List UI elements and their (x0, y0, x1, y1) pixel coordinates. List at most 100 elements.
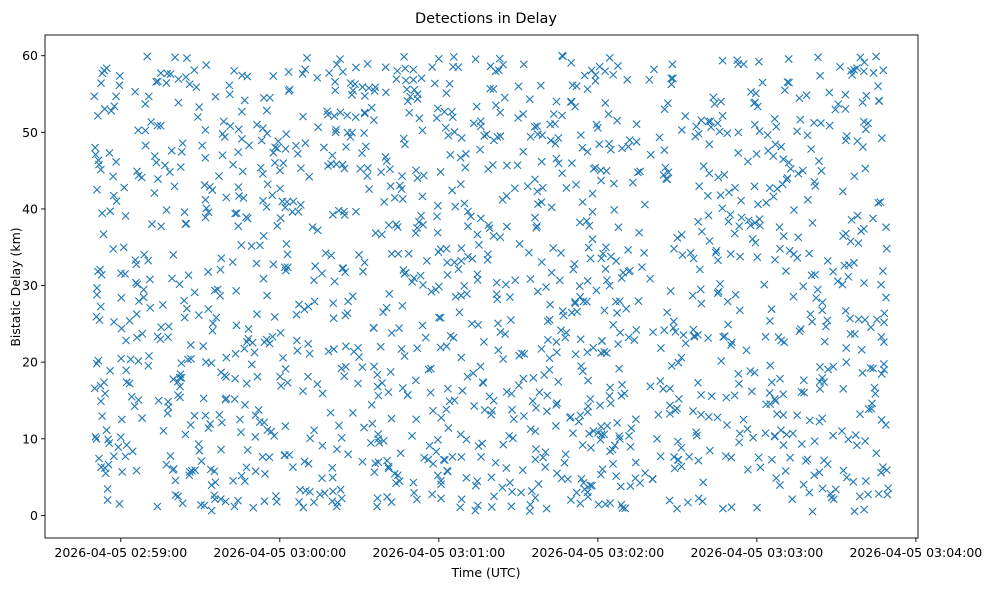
data-point-marker (221, 395, 230, 404)
data-point-marker (386, 182, 395, 191)
data-point-marker (199, 394, 208, 403)
data-point-marker (537, 157, 546, 166)
y-tick-label: 50 (22, 125, 38, 140)
data-point-marker (361, 142, 370, 151)
data-point-marker (578, 441, 587, 449)
data-point-marker (704, 334, 713, 342)
data-point-marker (250, 348, 259, 357)
data-point-marker (806, 310, 815, 319)
data-point-marker (611, 297, 620, 306)
data-point-marker (860, 58, 869, 67)
data-point-marker (833, 277, 842, 286)
data-point-marker (840, 261, 849, 270)
data-point-marker (413, 344, 422, 353)
data-point-marker (174, 98, 183, 107)
data-point-marker (375, 438, 384, 447)
data-point-marker (606, 145, 615, 154)
data-point-marker (276, 372, 285, 381)
data-point-marker (697, 410, 706, 419)
data-point-marker (727, 338, 736, 347)
data-point-marker (829, 431, 838, 440)
data-point-marker (655, 133, 664, 142)
data-point-marker (109, 317, 118, 326)
data-point-marker (169, 375, 178, 384)
data-point-marker (615, 432, 624, 441)
data-point-marker (401, 76, 410, 85)
data-point-marker (292, 310, 301, 319)
data-point-marker (175, 382, 184, 391)
data-point-marker (234, 222, 243, 231)
data-point-marker (443, 467, 452, 476)
data-point-marker (762, 400, 771, 409)
data-point-marker (695, 182, 704, 191)
data-point-marker (761, 429, 770, 438)
data-point-marker (496, 108, 505, 117)
data-point-marker (502, 387, 511, 396)
data-point-marker (601, 243, 610, 252)
data-point-marker (449, 62, 458, 71)
data-point-marker (92, 359, 101, 368)
data-point-marker (656, 452, 665, 461)
data-point-marker (390, 193, 399, 202)
data-point-marker (121, 452, 130, 461)
data-point-marker (144, 92, 153, 101)
data-point-marker (530, 175, 539, 184)
data-point-marker (823, 256, 832, 265)
data-point-marker (414, 217, 423, 226)
data-point-marker (735, 306, 744, 315)
data-point-marker (874, 198, 883, 207)
data-point-marker (262, 106, 271, 115)
data-point-marker (785, 78, 793, 87)
data-point-marker (864, 490, 873, 499)
data-point-marker (234, 125, 243, 134)
data-point-marker (204, 267, 213, 276)
data-point-marker (232, 321, 241, 330)
data-point-marker (270, 158, 279, 167)
data-point-marker (304, 339, 313, 348)
data-point-marker (321, 249, 330, 258)
data-point-marker (272, 497, 281, 506)
data-point-marker (144, 361, 153, 370)
data-point-marker (279, 353, 287, 362)
data-point-marker (626, 442, 635, 451)
data-point-marker (305, 349, 314, 358)
data-point-marker (779, 155, 788, 164)
data-point-marker (418, 321, 427, 330)
data-point-marker (509, 434, 517, 443)
data-point-marker (463, 252, 472, 261)
data-point-marker (109, 191, 118, 200)
data-point-marker (668, 60, 677, 69)
data-point-marker (625, 431, 634, 440)
data-point-marker (872, 449, 881, 458)
data-point-marker (591, 76, 600, 85)
data-point-marker (457, 453, 466, 461)
data-point-marker (862, 91, 871, 100)
data-point-marker (818, 484, 827, 493)
data-point-marker (860, 505, 869, 514)
data-point-marker (552, 348, 561, 357)
data-point-marker (201, 411, 210, 420)
data-point-marker (90, 92, 99, 101)
data-point-marker (210, 467, 219, 476)
data-point-marker (588, 481, 596, 490)
data-point-marker (730, 391, 739, 400)
data-point-marker (445, 397, 454, 406)
data-point-marker (268, 191, 277, 200)
data-point-marker (343, 309, 352, 318)
data-point-marker (234, 183, 243, 192)
data-point-marker (404, 249, 413, 258)
data-point-marker (330, 277, 339, 286)
data-point-marker (601, 264, 610, 273)
data-point-marker (821, 322, 830, 331)
data-point-marker (874, 489, 883, 498)
data-point-marker (463, 372, 472, 381)
data-point-marker (247, 242, 256, 250)
data-point-marker (191, 466, 200, 475)
data-point-marker (766, 361, 775, 370)
data-point-marker (596, 166, 605, 175)
data-point-marker (92, 283, 101, 292)
data-point-marker (814, 53, 823, 62)
data-point-marker (174, 492, 183, 501)
data-point-marker (413, 94, 422, 103)
data-point-marker (281, 203, 290, 212)
